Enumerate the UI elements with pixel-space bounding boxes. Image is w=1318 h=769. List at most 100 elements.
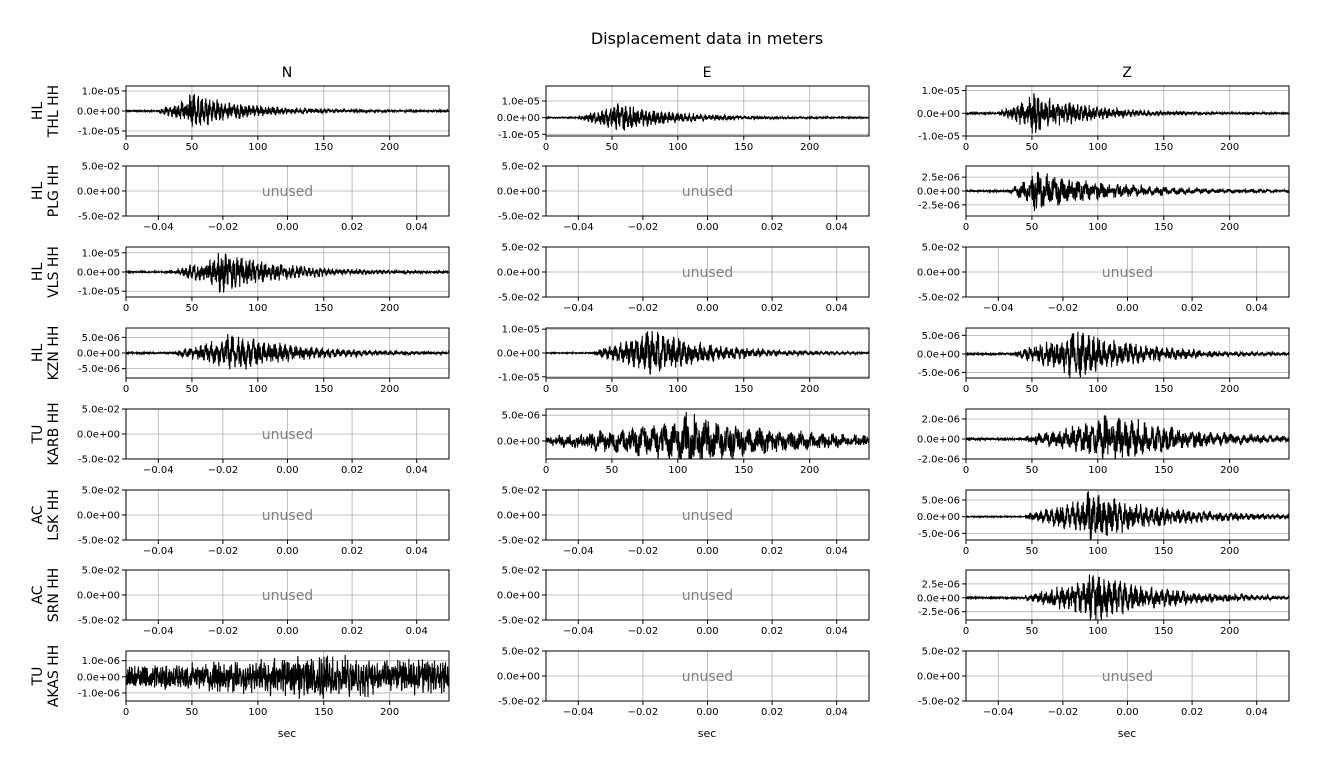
axes-frame: [125, 650, 450, 702]
x-tick-label: 200: [1220, 384, 1239, 395]
trace-line: [966, 331, 1289, 378]
x-tick-label: 0.02: [341, 546, 363, 557]
x-tick-label: 150: [314, 384, 333, 395]
x-tick-label: 150: [734, 465, 753, 476]
y-tick-label: 0.0e+00: [497, 268, 540, 279]
x-tick-label: 150: [1154, 546, 1173, 557]
row-label-network: AC: [30, 585, 46, 604]
x-tick-label: 0.02: [761, 303, 783, 314]
x-tick-label: 0.04: [826, 626, 848, 637]
axes-frame: [965, 489, 1290, 541]
trace-line: [126, 252, 449, 293]
x-tick-label: 0: [123, 384, 129, 395]
unused-label: unused: [682, 669, 733, 685]
y-tick-label: 5.0e-02: [82, 566, 120, 577]
y-tick-label: 0.0e+00: [77, 187, 120, 198]
x-tick-label: 200: [1220, 222, 1239, 233]
x-tick-label: 150: [1154, 222, 1173, 233]
panel-r4-c1: 0 50 100 150 200 0.0e+00 5.0e-06: [497, 408, 870, 476]
panel-r0-c0: 0 50 100 150 200 -1.0e-05 0.0e+00 1.0e-05: [77, 85, 450, 153]
x-tick-label: −0.02: [208, 465, 239, 476]
y-tick-label: 5.0e-02: [502, 486, 540, 497]
x-tick-label: 150: [734, 384, 753, 395]
y-tick-label: 5.0e-06: [922, 496, 960, 507]
panel-r5-c0: unused −0.04 −0.02 0.00 0.02 0.04 -5.0e-02 0.0e…: [77, 486, 450, 557]
row-label-station: AKAS HH: [46, 645, 62, 707]
y-tick-label: 1.0e-05: [82, 87, 120, 98]
x-tick-label: 150: [314, 142, 333, 153]
y-tick-label: 1.0e-05: [82, 248, 120, 259]
panel-r7-c0: 0 50 100 150 200 -1.0e-06 0.0e+00 1.0e-06: [77, 650, 450, 718]
x-tick-label: 0: [963, 384, 969, 395]
x-tick-label: 100: [1088, 626, 1107, 637]
x-tick-label: 0: [963, 465, 969, 476]
x-tick-label: −0.02: [628, 222, 659, 233]
trace-line: [966, 415, 1289, 459]
x-tick-label: 50: [606, 142, 619, 153]
y-tick-label: 0.0e+00: [917, 672, 960, 683]
x-tick-label: 0.02: [1181, 303, 1203, 314]
unused-label: unused: [262, 427, 313, 443]
x-tick-label: −0.02: [1048, 303, 1079, 314]
row-label-network: HL: [30, 182, 46, 201]
y-tick-label: -5.0e-02: [498, 212, 540, 223]
axes-frame: [545, 408, 870, 460]
panel-r3-c1: 0 50 100 150 200 -1.0e-05 0.0e+00 1.0e-05: [497, 325, 870, 395]
axes-frame: [965, 569, 1290, 621]
x-tick-label: −0.04: [983, 303, 1014, 314]
column-title-z: Z: [1122, 65, 1132, 81]
unused-label: unused: [262, 184, 313, 200]
trace-line: [966, 574, 1289, 620]
y-tick-label: 2.5e-06: [922, 173, 960, 184]
y-tick-label: 0.0e+00: [77, 268, 120, 279]
x-tick-label: −0.02: [208, 222, 239, 233]
x-tick-label: 50: [186, 707, 199, 718]
row-label-station: KZN HH: [46, 326, 62, 381]
x-tick-label: 0: [543, 142, 549, 153]
y-tick-label: 0.0e+00: [77, 591, 120, 602]
x-tick-label: 0.00: [276, 222, 298, 233]
panel-r3-c2: 0 50 100 150 200 -5.0e-06 0.0e+00 5.0e-06: [917, 327, 1290, 395]
x-tick-label: 200: [380, 142, 399, 153]
x-tick-label: 0: [123, 303, 129, 314]
x-tick-label: 50: [186, 384, 199, 395]
y-tick-label: -1.0e-05: [78, 287, 120, 298]
panel-r7-c2: unused −0.04 −0.02 0.00 0.02 0.04 -5.0e-02 0.0e…: [917, 647, 1290, 718]
panel-r6-c2: 0 50 100 150 200 -2.5e-06 0.0e+00 2.5e-06: [917, 569, 1290, 637]
x-tick-label: 50: [1026, 546, 1039, 557]
row-label-station: VLS HH: [46, 246, 62, 298]
panel-r1-c1: unused −0.04 −0.02 0.00 0.02 0.04 -5.0e-02 0.0e…: [497, 162, 870, 233]
row-label-network: HL: [30, 263, 46, 282]
x-tick-label: 150: [1154, 626, 1173, 637]
x-tick-label: −0.02: [1048, 707, 1079, 718]
y-tick-label: 1.0e-05: [922, 86, 960, 97]
x-tick-label: −0.04: [563, 222, 594, 233]
trace-line: [546, 412, 869, 459]
x-tick-label: 50: [606, 384, 619, 395]
y-tick-label: 0.0e+00: [917, 187, 960, 198]
x-tick-label: −0.04: [563, 546, 594, 557]
row-label-station: LSK HH: [46, 489, 62, 540]
x-tick-label: 100: [1088, 465, 1107, 476]
y-tick-label: -2.5e-06: [918, 200, 960, 211]
axes-frame: [965, 327, 1290, 379]
row-label-network: HL: [30, 344, 46, 363]
y-tick-label: 0.0e+00: [497, 436, 540, 447]
y-tick-label: -5.0e-02: [78, 536, 120, 547]
x-tick-label: 0.02: [761, 707, 783, 718]
panels-group: 0 50 100 150 200 -1.0e-05 0.0e+00 1.0e-05 0 50 100…: [77, 85, 1290, 718]
x-tick-label: 0.00: [696, 303, 718, 314]
x-tick-label: 0.02: [341, 222, 363, 233]
x-tick-label: 100: [248, 142, 267, 153]
y-tick-label: 0.0e+00: [917, 435, 960, 446]
trace-line: [126, 334, 449, 370]
panel-r5-c1: unused −0.04 −0.02 0.00 0.02 0.04 -5.0e-02 0.0e…: [497, 486, 870, 557]
axes-frame: [965, 408, 1290, 460]
unused-label: unused: [262, 588, 313, 604]
y-tick-label: 5.0e-06: [82, 333, 120, 344]
y-tick-label: 5.0e-06: [922, 331, 960, 342]
x-tick-label: 0: [543, 465, 549, 476]
x-tick-label: 0.02: [341, 626, 363, 637]
panel-r6-c0: unused −0.04 −0.02 0.00 0.02 0.04 -5.0e-02 0.0e…: [77, 566, 450, 637]
x-tick-label: 0: [963, 142, 969, 153]
